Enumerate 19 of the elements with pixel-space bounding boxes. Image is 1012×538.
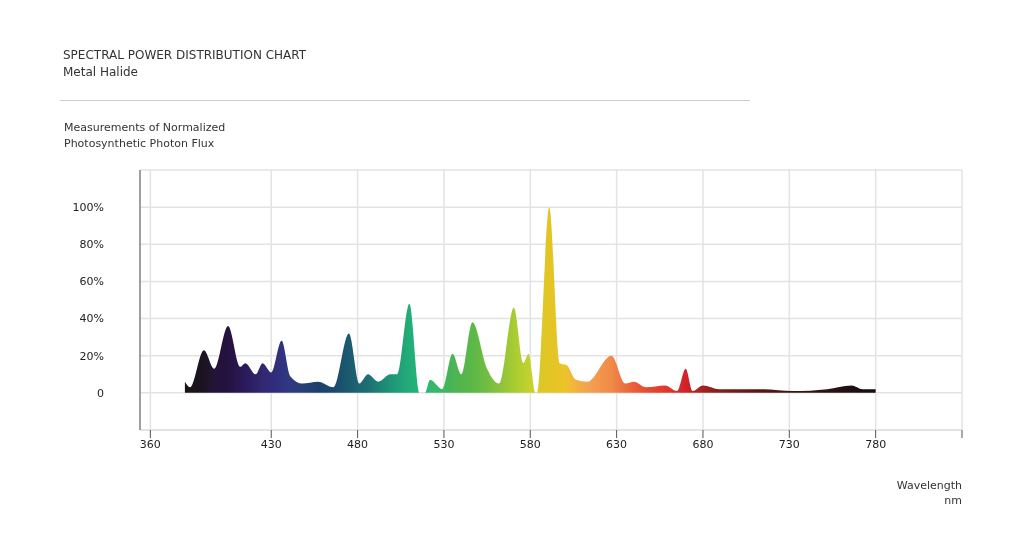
chart-title: SPECTRAL POWER DISTRIBUTION CHART <box>63 48 307 62</box>
x-tick-label: 730 <box>778 437 800 451</box>
x-tick-label: 360 <box>139 437 161 451</box>
y-tick-label: 0 <box>97 386 104 400</box>
x-tick-label: 680 <box>692 437 714 451</box>
x-axis-title: Wavelength nm <box>896 478 962 508</box>
chart-subtitle: Metal Halide <box>63 65 138 79</box>
x-tick-label: 480 <box>347 437 369 451</box>
x-tick-label: 630 <box>606 437 628 451</box>
y-tick-label: 100% <box>72 201 104 215</box>
x-tick-label: 430 <box>260 437 282 451</box>
y-tick-label: 60% <box>79 275 104 289</box>
y-tick-label: 80% <box>79 238 104 252</box>
x-tick-label: 580 <box>519 437 541 451</box>
y-tick-label: 20% <box>79 349 104 363</box>
y-axis-title: Measurements of Normalized Photosynthetic Photon Flux <box>64 120 226 152</box>
x-tick-label: 780 <box>865 437 887 451</box>
y-tick-label: 40% <box>79 312 104 326</box>
x-tick-label: 530 <box>433 437 455 451</box>
